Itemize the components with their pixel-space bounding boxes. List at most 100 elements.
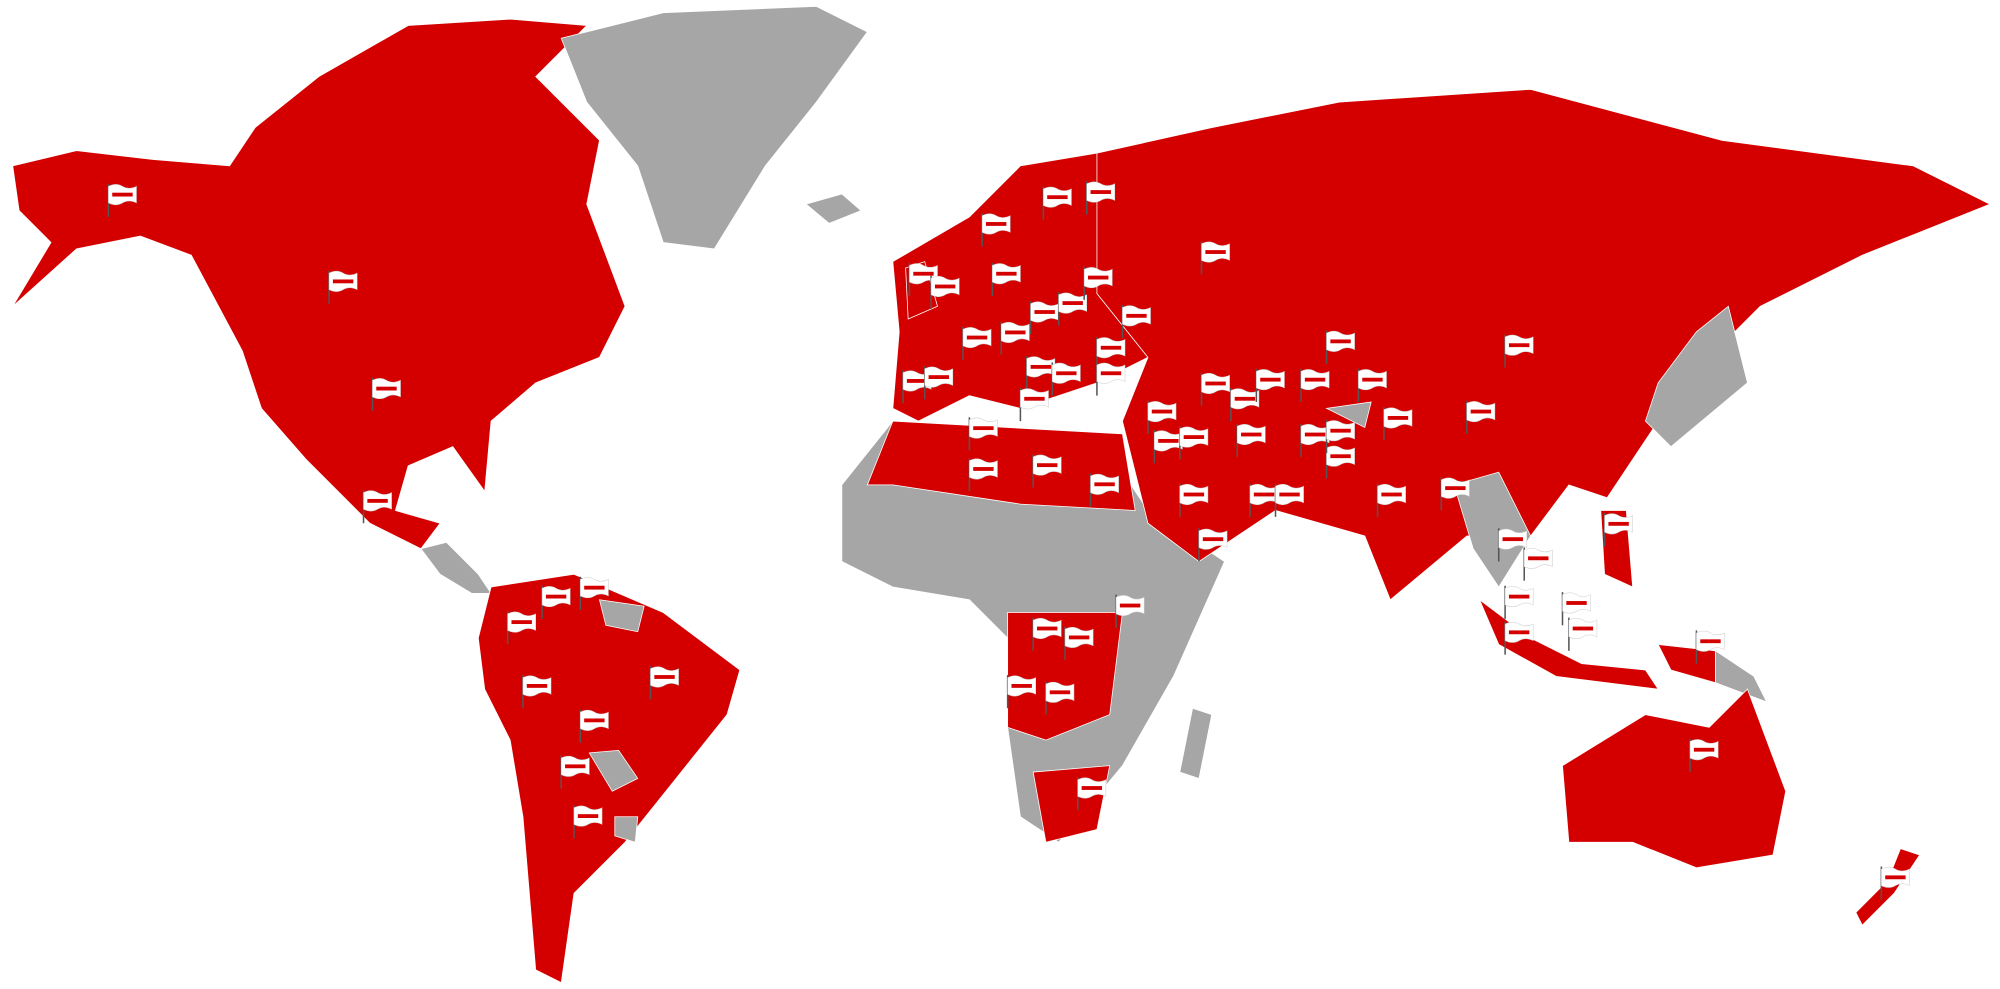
flag-logo [1183,435,1205,439]
flag-icon[interactable] [1230,387,1260,422]
flag-icon[interactable] [1042,186,1072,220]
flag-icon[interactable] [1019,387,1049,422]
greenland[interactable] [560,5,868,250]
flag-icon[interactable] [1179,483,1209,517]
flag-icon[interactable] [1523,547,1553,581]
flag-icon[interactable] [107,183,137,217]
north-america[interactable] [12,18,626,550]
indonesia[interactable] [1478,598,1659,690]
flag-icon[interactable] [1147,400,1177,434]
flag-icon[interactable] [1504,621,1534,655]
flag-icon[interactable] [328,270,358,304]
central-america[interactable] [420,541,492,594]
flag-icon[interactable] [579,709,609,743]
flag-icon[interactable] [1300,368,1330,402]
flag-icon[interactable] [522,675,552,709]
flag-logo [1090,190,1111,194]
flag-logo [1036,626,1058,631]
flag-logo [1508,343,1530,348]
flag-icon[interactable] [1200,241,1230,275]
flag-icon[interactable] [1561,592,1591,626]
flag-icon[interactable] [579,576,609,610]
flag-icon[interactable] [1179,426,1209,460]
flag-icon[interactable] [1083,266,1113,300]
asia[interactable] [1096,88,1991,601]
flag-icon[interactable] [1440,477,1470,511]
flag-icon[interactable] [1249,483,1279,517]
flag-icon[interactable] [991,262,1021,297]
flag-logo [1241,432,1262,437]
flag-icon[interactable] [1198,528,1228,562]
flag-icon[interactable] [1121,304,1151,339]
flag-icon[interactable] [1357,368,1387,402]
guianas[interactable] [598,599,645,633]
flag-icon[interactable] [1504,334,1534,368]
flag-icon[interactable] [1325,330,1355,364]
flag-logo [1260,377,1281,382]
flag-icon[interactable] [962,326,992,360]
flag-icon[interactable] [1029,301,1059,335]
flag-icon[interactable] [1383,407,1413,441]
iceland[interactable] [805,193,862,224]
flag-icon[interactable] [1200,372,1230,406]
flag-icon[interactable] [1255,368,1285,402]
south-africa[interactable] [1032,765,1111,843]
flag-icon[interactable] [1689,738,1719,773]
flag-icon[interactable] [1057,292,1087,326]
flag-icon[interactable] [1032,617,1062,651]
flag-icon[interactable] [1085,181,1116,215]
flag-icon[interactable] [541,585,571,619]
flag-icon[interactable] [560,755,590,789]
papua-new-guinea[interactable] [1715,650,1768,703]
flag-icon[interactable] [362,490,392,524]
flag-icon[interactable] [1603,513,1633,547]
australia[interactable] [1562,688,1787,869]
flag-icon[interactable] [968,458,998,492]
uruguay[interactable] [614,816,639,843]
flag-icon[interactable] [1045,681,1075,715]
flag-icon[interactable] [1274,483,1304,517]
flag-icon[interactable] [1026,356,1056,390]
flag-icon[interactable] [1300,423,1330,457]
paraguay[interactable] [588,749,639,792]
flag-icon[interactable] [1051,362,1081,396]
flag-icon[interactable] [1006,675,1036,709]
flag-icon[interactable] [506,611,536,645]
flag-icon[interactable] [371,377,401,411]
flag-logo [584,718,605,723]
flag-icon[interactable] [1497,528,1528,562]
southeast-asia[interactable] [1453,471,1532,588]
flag-icon[interactable] [649,666,679,700]
flag-icon[interactable] [1568,617,1598,651]
flag-icon[interactable] [1096,362,1126,396]
flag-icon[interactable] [923,366,954,400]
flag-logo [1608,521,1629,526]
north-africa[interactable] [866,420,1136,511]
flag-icon[interactable] [930,275,960,309]
flag-icon[interactable] [1880,866,1910,900]
flag-logo [1047,195,1068,200]
flag-icon[interactable] [1064,626,1094,660]
flag-icon[interactable] [1077,777,1107,811]
flag-logo [1572,626,1594,631]
flag-icon[interactable] [1153,430,1183,464]
flag-logo [1183,492,1205,497]
flag-icon[interactable] [968,417,998,451]
korea-japan[interactable] [1644,305,1748,448]
flag-icon[interactable] [1695,630,1725,664]
flag-icon[interactable] [1236,423,1266,457]
flag-icon[interactable] [1376,483,1406,517]
flag-icon[interactable] [1115,594,1145,628]
flag-icon[interactable] [573,805,603,839]
flag-icon[interactable] [981,213,1011,247]
flag-icon[interactable] [1032,454,1062,488]
flag-icon[interactable] [1504,585,1534,619]
madagascar[interactable] [1179,707,1213,779]
flag-logo [1049,690,1071,695]
mongolia-region[interactable] [1325,401,1372,429]
flag-logo [1094,482,1115,487]
flag-icon[interactable] [1466,400,1496,434]
flag-icon[interactable] [1325,419,1355,454]
flag-icon[interactable] [1000,321,1030,355]
flag-icon[interactable] [1089,473,1119,507]
